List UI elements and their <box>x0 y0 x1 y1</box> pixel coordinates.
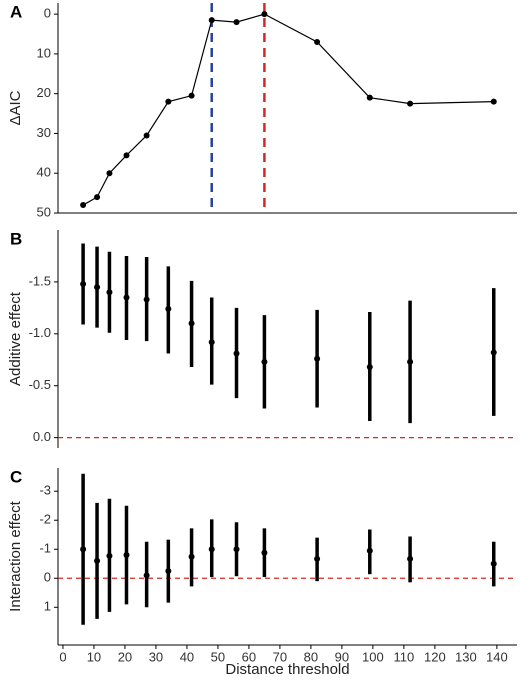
point <box>490 98 497 105</box>
y-tick-label: -3 <box>39 483 51 498</box>
point <box>314 355 321 362</box>
x-tick-label: 110 <box>394 649 415 664</box>
point <box>188 553 195 560</box>
x-tick-label: 0 <box>59 649 66 664</box>
y-tick-label: 10 <box>37 45 51 60</box>
point <box>261 549 268 556</box>
x-tick-label: 70 <box>273 649 287 664</box>
point <box>208 17 215 24</box>
point <box>165 98 172 105</box>
point <box>407 555 414 562</box>
x-axis-label: Distance threshold <box>225 661 349 678</box>
y-tick-label: 20 <box>37 85 51 100</box>
point <box>123 152 130 159</box>
point <box>106 289 113 296</box>
point <box>165 305 172 312</box>
x-tick-label: 90 <box>335 649 349 664</box>
panel-letter: A <box>10 2 22 21</box>
point <box>208 339 215 346</box>
point <box>143 132 150 139</box>
point <box>407 358 414 365</box>
point <box>233 546 240 553</box>
point <box>165 568 172 575</box>
point <box>261 11 268 18</box>
point <box>94 284 101 291</box>
x-tick-label: 120 <box>424 649 446 664</box>
y-tick-label: -1 <box>39 541 51 556</box>
point <box>233 350 240 357</box>
x-tick-label: 140 <box>486 649 508 664</box>
y-tick-label: 40 <box>37 165 51 180</box>
point <box>80 546 87 553</box>
y-tick-label: -1.5 <box>29 273 51 288</box>
point <box>314 555 321 562</box>
panel-letter: B <box>10 229 22 248</box>
point <box>366 94 373 101</box>
point <box>80 202 87 209</box>
x-tick-label: 10 <box>87 649 101 664</box>
point <box>106 552 113 559</box>
x-tick-label: 30 <box>149 649 163 664</box>
y-tick-label: 0 <box>44 6 51 21</box>
point <box>366 364 373 371</box>
y-axis-label: Additive effect <box>7 291 24 386</box>
point <box>490 560 497 567</box>
y-tick-label: 0.0 <box>33 429 51 444</box>
y-axis-label: ΔAIC <box>7 90 24 125</box>
point <box>366 547 373 554</box>
y-tick-label: 30 <box>37 125 51 140</box>
y-axis-label: Interaction effect <box>7 500 24 611</box>
y-tick-label: -2 <box>39 512 51 527</box>
x-tick-label: 80 <box>304 649 318 664</box>
point <box>94 194 101 201</box>
point <box>233 19 240 26</box>
y-tick-label: 1 <box>44 599 51 614</box>
point <box>143 296 150 303</box>
x-tick-label: 50 <box>211 649 225 664</box>
x-tick-label: 40 <box>180 649 194 664</box>
point <box>94 557 101 564</box>
point <box>407 100 414 107</box>
point <box>123 552 130 559</box>
point <box>261 358 268 365</box>
x-tick-label: 100 <box>362 649 384 664</box>
point <box>208 546 215 553</box>
point <box>188 320 195 327</box>
point <box>143 572 150 579</box>
y-tick-label: -0.5 <box>29 377 51 392</box>
y-tick-label: -1.0 <box>29 325 51 340</box>
point <box>314 38 321 45</box>
point <box>490 349 497 356</box>
x-tick-label: 130 <box>455 649 477 664</box>
x-tick-label: 60 <box>242 649 256 664</box>
panel-letter: C <box>10 467 22 486</box>
point <box>80 280 87 287</box>
point <box>123 294 130 301</box>
point <box>188 92 195 99</box>
y-tick-label: 50 <box>37 204 51 219</box>
x-tick-label: 20 <box>118 649 132 664</box>
y-tick-label: 0 <box>44 570 51 585</box>
point <box>106 170 113 177</box>
line <box>82 13 494 206</box>
